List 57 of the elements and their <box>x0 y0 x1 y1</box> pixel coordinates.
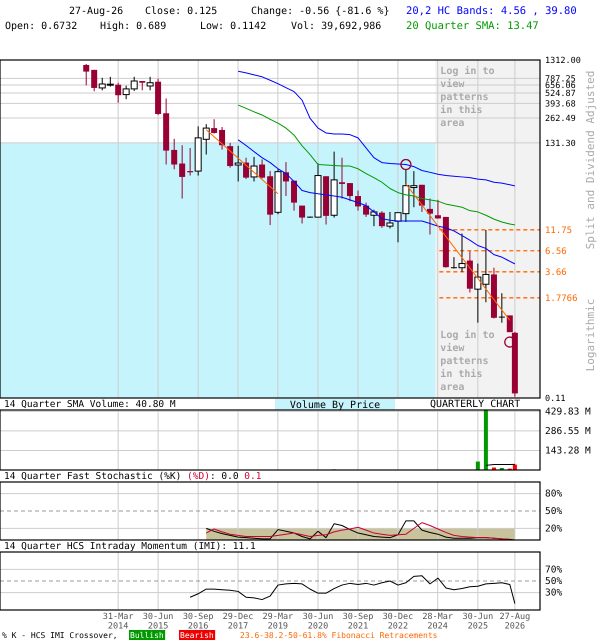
x-tick-label: 29-Mar 2019 <box>262 612 294 632</box>
y-tick-label: 143.28 M <box>545 445 592 456</box>
y-tick-label: 286.55 M <box>545 426 592 437</box>
chart-title: 14 Quarter Fast Stochastic <box>4 471 153 482</box>
text: Open: 0.6732 <box>5 21 78 32</box>
text: 20 Quarter SMA: 13.47 <box>406 20 539 32</box>
text: Vol: 39,692,986 <box>291 21 382 32</box>
x-tick-label: 30-Dec 2022 <box>382 612 414 632</box>
text: Bullish <box>130 631 164 640</box>
x-tick-label: 30-Sep 2016 <box>182 612 214 632</box>
text: (%D) <box>181 471 210 482</box>
ref-line-label: 3.66 <box>545 268 567 278</box>
text: High: 0.689 <box>100 21 166 32</box>
text: Low: 0.1142 <box>200 21 266 32</box>
x-tick-label: 30-Sep 2021 <box>342 612 374 632</box>
chart-title: 14 Quarter HCS Intraday Momentum (IMI): 11.1 <box>4 541 256 552</box>
y-tick-label: 50% <box>545 576 562 587</box>
text: 23.6-38.2-50-61.8% Fibonacci Retracements <box>240 631 438 640</box>
text: Log in to view patterns in this area <box>440 330 494 393</box>
x-tick-label: 30-Jun 2020 <box>302 612 334 632</box>
text: : 0.0 <box>210 471 239 482</box>
y-tick-label: 70% <box>545 564 562 576</box>
text: 27-Aug-26 <box>69 6 124 17</box>
x-tick-label: 30-Jun 2025 <box>462 612 494 632</box>
y-tick-label: 262.49 <box>545 114 576 124</box>
text: 0.1 <box>238 471 262 482</box>
y-tick-label: 20% <box>545 523 562 534</box>
text: % K - HCS IMI Crossover, <box>2 631 118 640</box>
chart-title: 14 Quarter SMA Volume: 40.80 M <box>4 399 176 410</box>
x-tick-label: 29-Dec 2017 <box>222 612 254 632</box>
x-tick-label: 31-Mar 2014 <box>102 612 134 632</box>
y-tick-label: 524.87 <box>545 88 576 99</box>
y-tick-label: 0.11 <box>545 394 566 404</box>
text: Split and Dividend Adjusted <box>584 70 597 250</box>
x-tick-label: 28-Mar 2024 <box>422 612 454 632</box>
band-label: Log in to view patterns in this area <box>440 65 494 129</box>
y-tick-label: 1312.00 <box>545 56 581 66</box>
annotation: QUARTERLY CHART <box>430 399 520 410</box>
x-tick-label: 27-Aug 2026 <box>500 612 530 632</box>
ref-line-label: 11.75 <box>545 226 572 236</box>
text: Bearish <box>180 631 214 640</box>
text: Close: 0.125 <box>145 6 218 17</box>
ref-line-label: 1.7766 <box>545 294 578 304</box>
y-tick-label: 656.06 <box>545 80 576 91</box>
ref-line-label: 6.56 <box>545 246 567 257</box>
y-tick-label: 131.30 <box>545 138 576 149</box>
text: (%K) <box>152 471 182 482</box>
text: 20,2 HC Bands: 4.56 , 39.80 <box>406 5 577 17</box>
band-label: Volume By Price <box>290 400 380 411</box>
y-tick-label: 80% <box>545 488 562 500</box>
text: Change: -0.56 {-81.6 %} <box>251 6 390 17</box>
x-tick-label: 30-Jun 2015 <box>142 612 174 632</box>
y-tick-label: 50% <box>545 506 562 517</box>
y-tick-label: 393.68 <box>545 99 576 110</box>
text: Logarithmic <box>584 298 597 372</box>
y-tick-label: 30% <box>545 588 562 599</box>
y-tick-label: 429.83 M <box>545 406 592 418</box>
